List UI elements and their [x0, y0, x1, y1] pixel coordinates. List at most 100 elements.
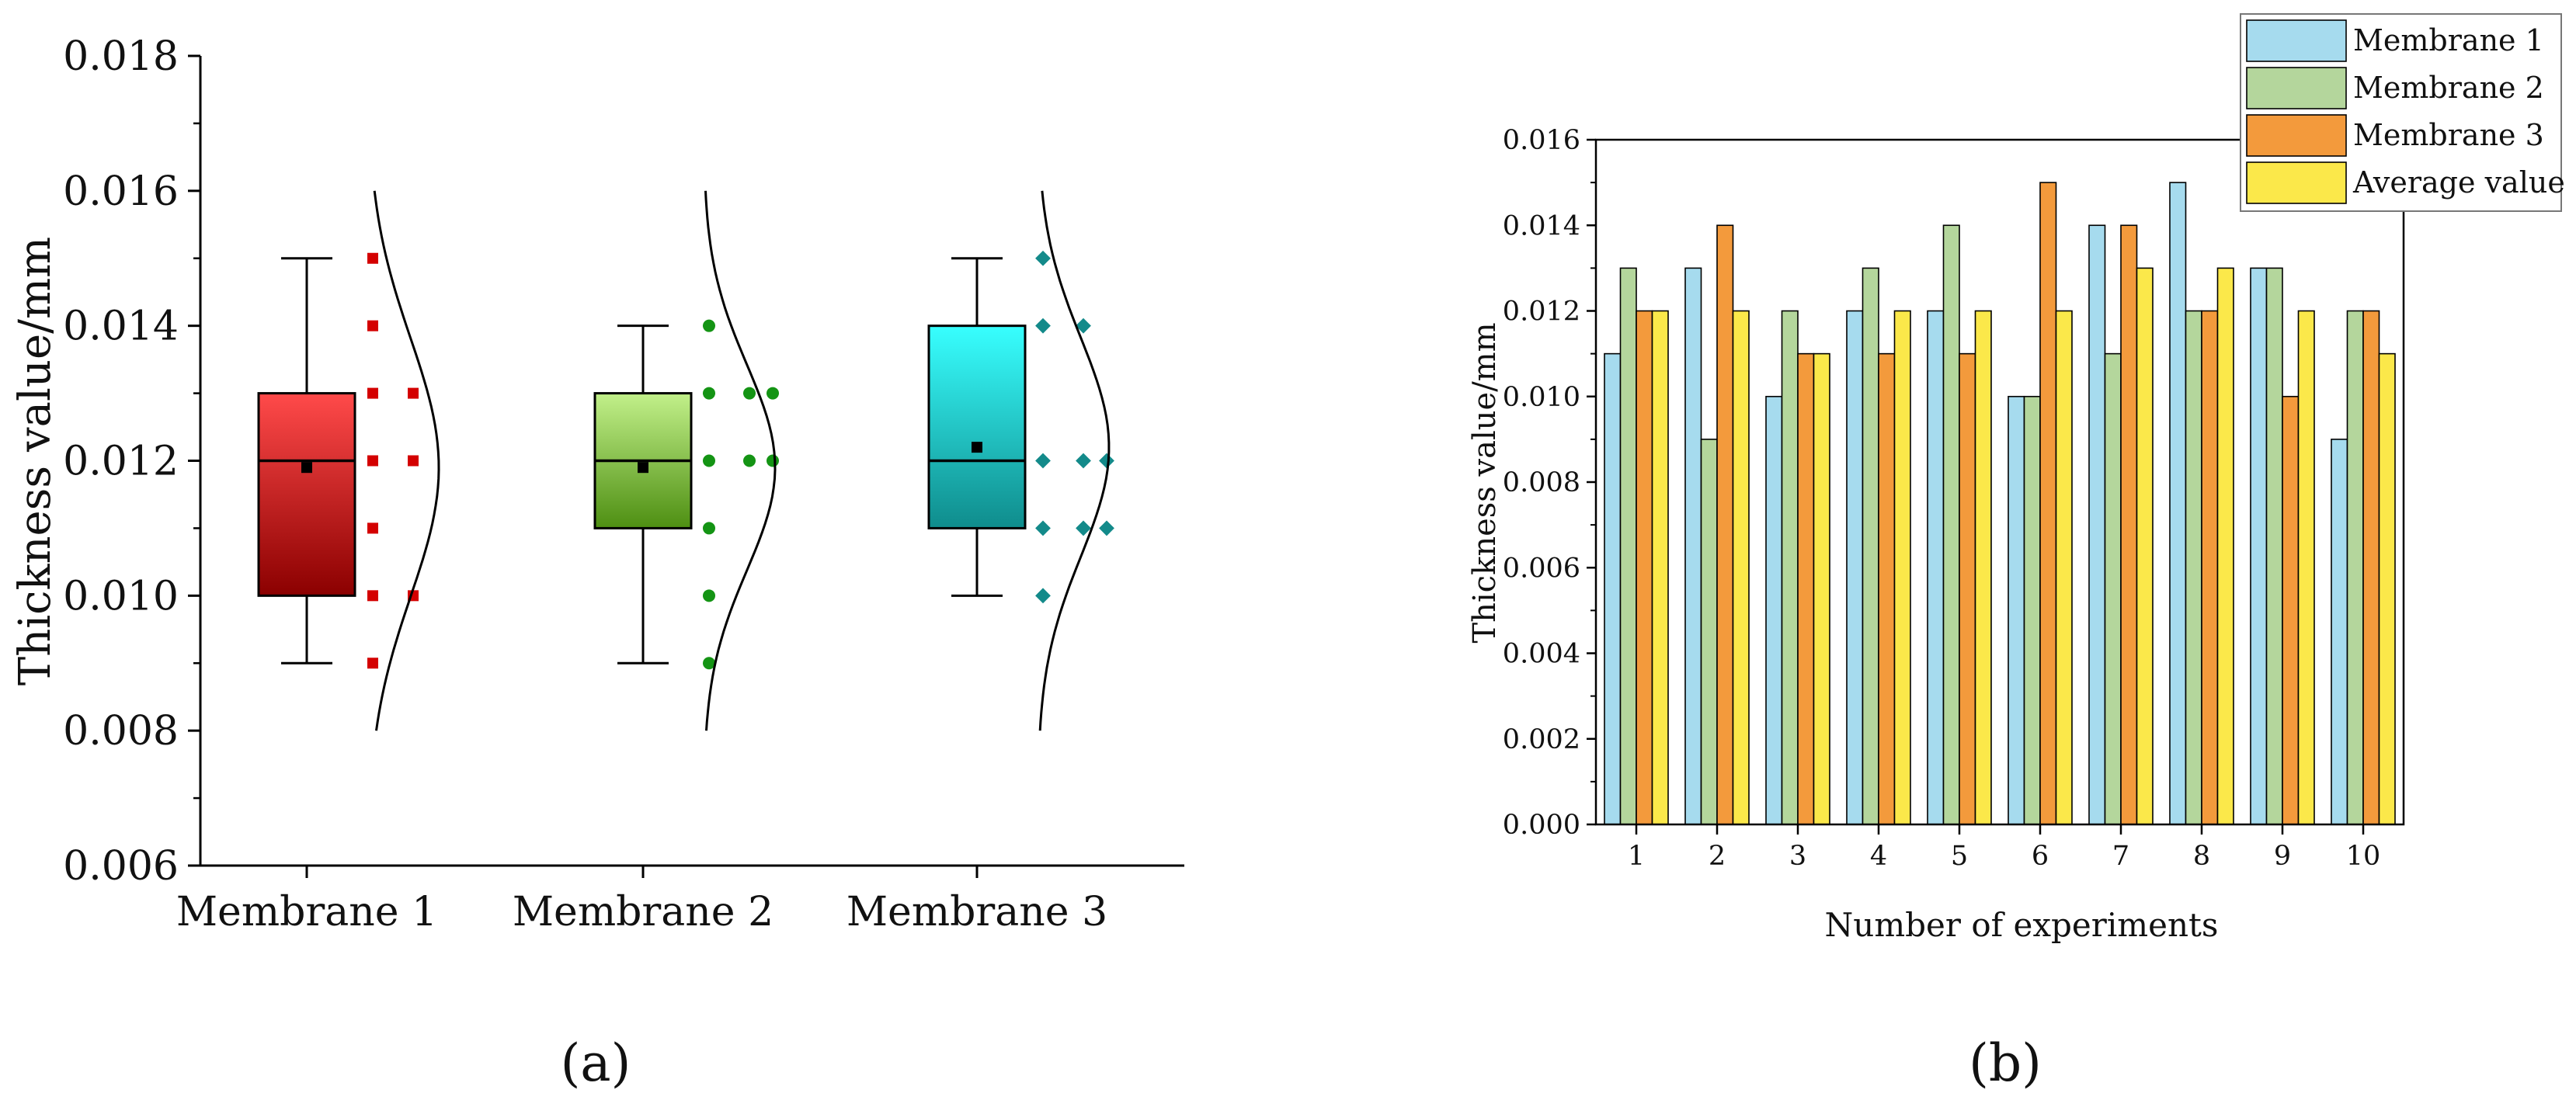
a-x-tick-label: Membrane 1: [176, 889, 437, 935]
a-x-tick-label: Membrane 3: [846, 889, 1107, 935]
bar: [2120, 224, 2138, 825]
bar: [1797, 352, 1815, 825]
bar: [1636, 310, 1653, 825]
bar: [2104, 352, 2122, 825]
bar: [2346, 310, 2364, 825]
data-point: [703, 657, 715, 670]
data-point: [367, 320, 378, 331]
b-x-tick-label: 1: [1628, 841, 1645, 872]
b-y-tick-label: 0.010: [1503, 382, 1580, 413]
b-plot-frame: [1594, 138, 2405, 826]
data-point: [367, 522, 378, 534]
data-point: [1035, 250, 1051, 266]
box: [257, 392, 356, 597]
bar: [2331, 439, 2348, 825]
bar: [1813, 352, 1830, 825]
b-y-tick-label: 0.000: [1503, 810, 1580, 841]
legend-label: Membrane 2: [2353, 71, 2544, 105]
b-x-tick-label: 2: [1709, 841, 1726, 872]
b-x-tick-label: 8: [2193, 841, 2210, 872]
data-point: [367, 252, 378, 264]
b-y-tick-label: 0.008: [1503, 467, 1580, 498]
legend-swatch: [2246, 67, 2347, 109]
legend-label: Membrane 1: [2353, 23, 2544, 57]
bar: [1604, 352, 1622, 825]
bar: [1716, 224, 1734, 825]
bar: [1959, 352, 1976, 825]
data-point: [1035, 520, 1051, 536]
b-x-tick-label: 7: [2112, 841, 2129, 872]
a-y-tick-label: 0.008: [63, 708, 179, 755]
b-y-axis-title: Thickness value/mm: [1467, 322, 1503, 643]
box-plot-panel: 0.006 0.008 0.010 0.012 0.014 0.016 0.018 Membr…: [10, 33, 1184, 1093]
bar: [1732, 310, 1750, 825]
a-y-tick-label: 0.018: [63, 33, 179, 80]
bar: [1651, 310, 1669, 825]
data-point: [767, 387, 779, 400]
bar: [1684, 267, 1702, 825]
panel-a-label: (a): [561, 1033, 631, 1093]
a-y-tick-label: 0.006: [63, 843, 179, 890]
bar: [1765, 395, 1783, 825]
a-x-tick-label: Membrane 2: [513, 889, 773, 935]
bar: [2378, 352, 2396, 825]
b-y-tick-label: 0.016: [1503, 125, 1580, 156]
a-y-tick-label: 0.012: [63, 439, 179, 485]
b-y-tick-label: 0.014: [1503, 210, 1580, 241]
bar: [1974, 310, 1992, 825]
data-point: [1076, 453, 1091, 469]
bar: [2265, 267, 2283, 825]
bar: [2055, 310, 2073, 825]
data-point: [367, 590, 378, 602]
a-y-axis-title: Thickness value/mm: [10, 237, 61, 685]
box: [927, 324, 1027, 529]
data-point: [743, 454, 756, 467]
bar: [2297, 310, 2315, 825]
bar: [1619, 267, 1637, 825]
mean-marker: [638, 462, 648, 474]
b-x-tick-label: 4: [1870, 841, 1887, 872]
bar: [2008, 395, 2025, 825]
bar: [2362, 310, 2380, 825]
legend-swatch: [2246, 19, 2347, 62]
legend-swatch: [2246, 114, 2347, 157]
b-x-tick-label: 6: [2032, 841, 2049, 872]
bar: [2136, 267, 2154, 825]
bar: [2169, 182, 2187, 825]
data-point: [408, 455, 419, 467]
bar: [1878, 352, 1896, 825]
data-point: [743, 387, 756, 400]
bar: [2185, 310, 2202, 825]
bar: [2201, 310, 2219, 825]
bar: [2088, 224, 2106, 825]
b-y-tick-label: 0.002: [1503, 724, 1580, 755]
distribution-curve: [373, 190, 440, 731]
mean-marker: [972, 442, 982, 453]
data-point: [1099, 453, 1114, 469]
b-x-tick-label: 10: [2346, 841, 2381, 872]
b-x-tick-label: 9: [2274, 841, 2291, 872]
data-point: [703, 589, 715, 602]
data-point: [367, 387, 378, 399]
b-x-tick-label: 3: [1789, 841, 1806, 872]
legend-swatch: [2246, 161, 2347, 204]
data-point: [408, 387, 419, 399]
data-point: [1076, 318, 1091, 334]
bar: [1846, 310, 1864, 825]
data-point: [1076, 520, 1091, 536]
data-point: [703, 387, 715, 400]
data-point: [1035, 588, 1051, 604]
bar: [2023, 395, 2041, 825]
data-point: [1099, 520, 1114, 536]
data-point: [703, 522, 715, 535]
distribution-curve: [1038, 190, 1111, 731]
a-y-tick-label: 0.014: [63, 304, 179, 350]
data-point: [703, 319, 715, 332]
bar: [1893, 310, 1911, 825]
data-point: [703, 454, 715, 467]
b-y-tick-label: 0.006: [1503, 553, 1580, 584]
bar: [2216, 267, 2234, 825]
a-y-tick-label: 0.010: [63, 573, 179, 619]
bar: [1942, 224, 1960, 825]
